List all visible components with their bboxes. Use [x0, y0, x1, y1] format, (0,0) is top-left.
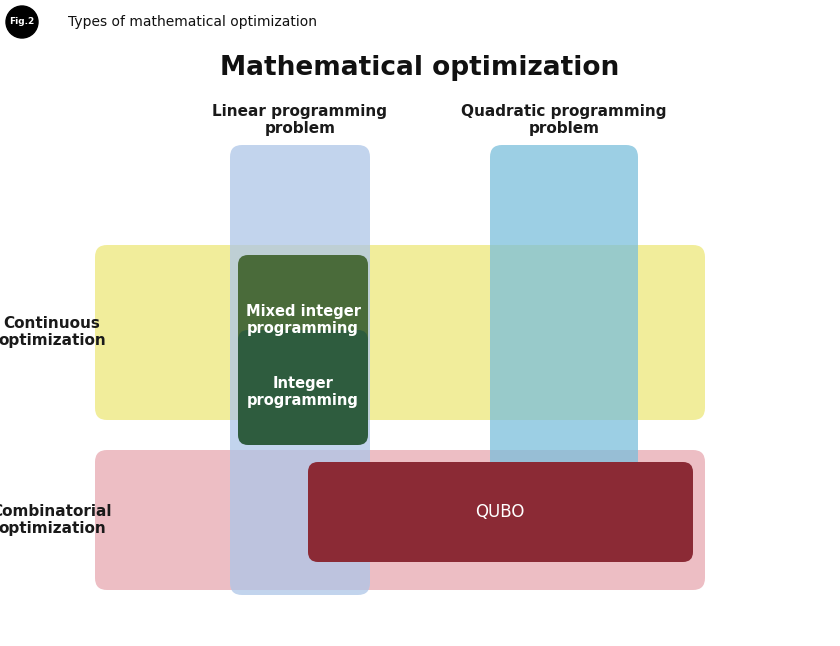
Text: Integer
programming: Integer programming: [247, 376, 359, 408]
FancyBboxPatch shape: [95, 245, 705, 420]
FancyBboxPatch shape: [238, 330, 368, 445]
Circle shape: [6, 6, 38, 38]
Text: Linear programming
problem: Linear programming problem: [213, 104, 387, 136]
Text: Quadratic programming
problem: Quadratic programming problem: [461, 104, 667, 136]
Text: QUBO: QUBO: [475, 503, 525, 521]
FancyBboxPatch shape: [308, 462, 693, 562]
Text: Types of mathematical optimization: Types of mathematical optimization: [68, 15, 317, 29]
Text: Mixed integer
programming: Mixed integer programming: [245, 304, 360, 336]
Text: Combinatorial
optimization: Combinatorial optimization: [0, 504, 113, 536]
Text: Continuous
optimization: Continuous optimization: [0, 316, 106, 348]
FancyBboxPatch shape: [490, 145, 638, 515]
Text: Fig.2: Fig.2: [9, 17, 34, 26]
FancyBboxPatch shape: [238, 255, 368, 385]
Text: Mathematical optimization: Mathematical optimization: [220, 55, 620, 81]
FancyBboxPatch shape: [230, 145, 370, 595]
FancyBboxPatch shape: [95, 450, 705, 590]
